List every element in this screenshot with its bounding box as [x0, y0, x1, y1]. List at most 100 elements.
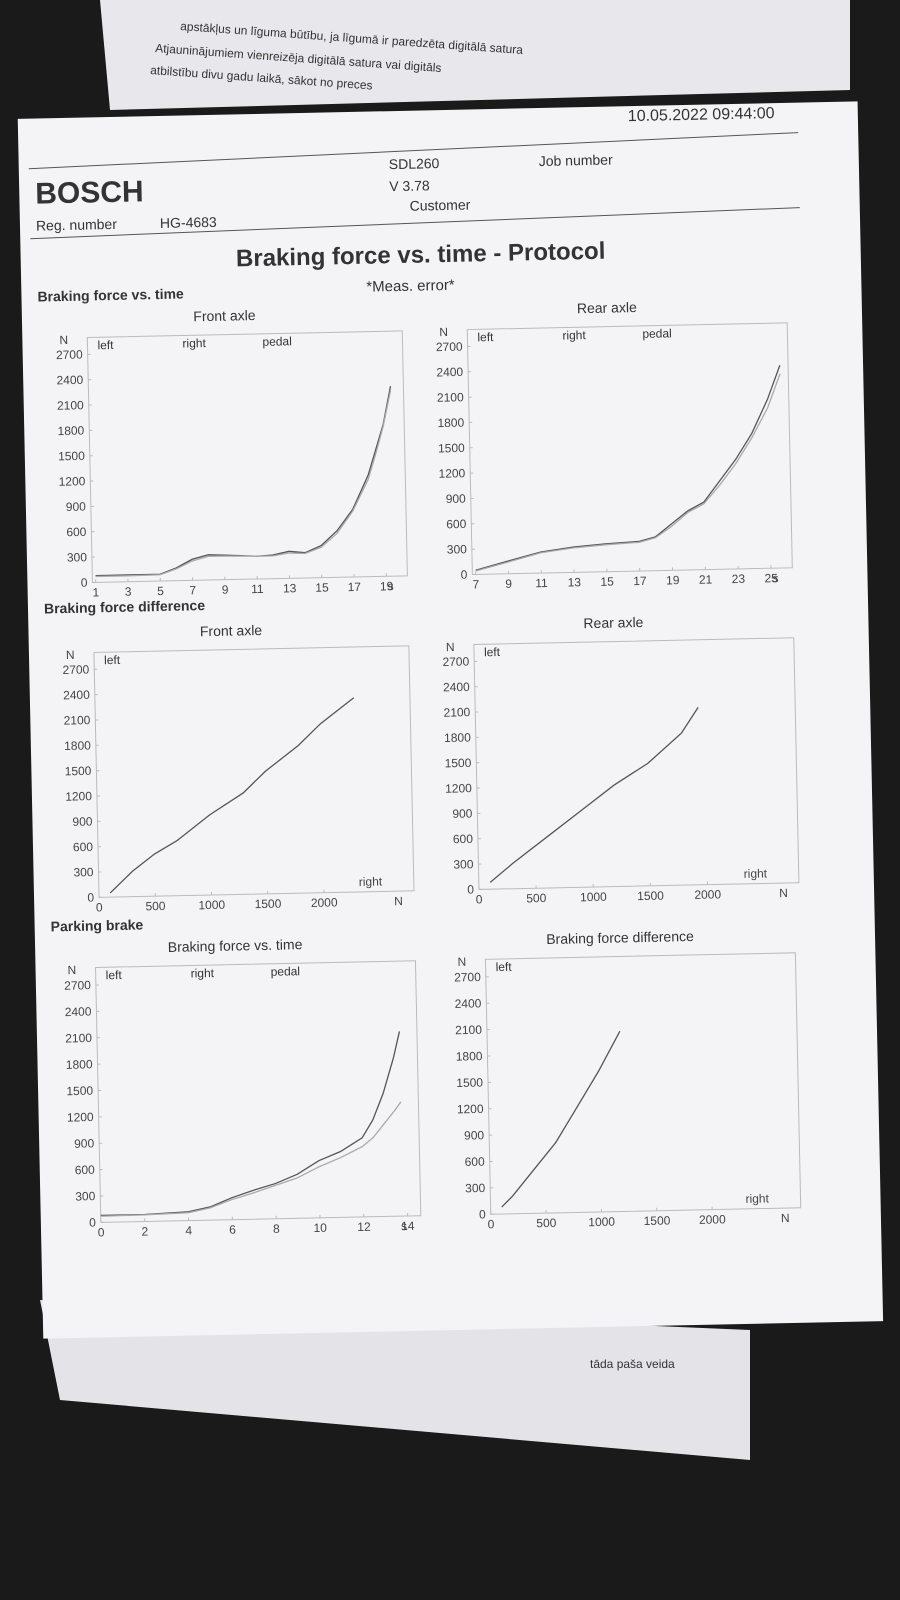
y-tick-label: 1200 — [67, 1110, 94, 1125]
back-text: tāda paša veida — [590, 1357, 675, 1371]
data-line — [95, 385, 392, 577]
y-tick-label: 300 — [447, 542, 468, 556]
legend-entry: right — [191, 966, 215, 980]
y-tick-label: 900 — [446, 492, 467, 506]
x-tick-label: 0 — [98, 1225, 105, 1239]
x-tick-label: 0 — [96, 900, 103, 914]
y-tick-label: 2100 — [443, 705, 470, 720]
y-tick-label: 2400 — [443, 680, 470, 695]
y-tick-label: 1200 — [65, 789, 92, 804]
y-tick-label: 300 — [75, 1189, 96, 1203]
x-tick-label: 15 — [600, 575, 614, 589]
y-tick-label: 2700 — [64, 978, 91, 993]
x-axis-label: s — [387, 579, 393, 593]
y-tick-label: 1200 — [457, 1102, 484, 1117]
y-tick-label: 1500 — [65, 764, 92, 779]
x-axis-label: s — [401, 1219, 407, 1233]
x-tick-label: 13 — [567, 575, 581, 589]
y-tick-label: 1800 — [456, 1049, 483, 1064]
y-tick-label: 1800 — [444, 730, 471, 745]
legend-entry: pedal — [271, 964, 301, 979]
plot-frame — [466, 322, 793, 576]
x-tick-label: 1500 — [637, 889, 664, 904]
y-tick-label: 0 — [479, 1207, 486, 1221]
x-tick-label: 17 — [633, 574, 647, 588]
y-tick-label: 600 — [66, 525, 87, 539]
y-tick-label: 1800 — [437, 416, 464, 431]
y-tick-label: 2700 — [442, 654, 469, 669]
y-tick-label: 2400 — [56, 373, 83, 388]
rule — [30, 207, 800, 240]
plot-frame — [95, 960, 422, 1223]
rule — [28, 132, 799, 170]
x-axis-label: s — [772, 571, 778, 585]
x-tick-label: 5 — [157, 584, 164, 598]
legend-entry: left — [495, 960, 512, 974]
legend-entry: left — [106, 968, 123, 982]
y-tick-label: 1200 — [58, 474, 85, 489]
y-tick-label: 1500 — [456, 1075, 483, 1090]
x-tick-label: 1000 — [580, 890, 607, 905]
x-tick-label: 1 — [92, 585, 99, 599]
lower-paper — [40, 1300, 750, 1460]
legend-entry: left — [477, 330, 494, 344]
data-line — [475, 373, 781, 572]
x-tick-label: 15 — [315, 581, 329, 595]
y-tick-label: 2700 — [62, 662, 89, 677]
y-tick-label: 600 — [465, 1155, 486, 1169]
x-axis-label: N — [394, 894, 403, 908]
data-line — [489, 707, 699, 883]
x-axis-title: right — [744, 866, 768, 880]
x-tick-label: 3 — [125, 585, 132, 599]
x-tick-label: 11 — [251, 582, 264, 596]
y-axis-label: N — [66, 648, 75, 662]
x-axis-label: N — [779, 886, 788, 900]
x-tick-label: 14 — [401, 1219, 415, 1233]
data-line — [109, 697, 355, 894]
chart-title: Rear axle — [577, 299, 637, 316]
y-tick-label: 1200 — [445, 781, 472, 796]
y-tick-label: 1500 — [438, 441, 465, 456]
x-tick-label: 500 — [526, 891, 547, 905]
y-tick-label: 1500 — [444, 756, 471, 771]
x-tick-label: 11 — [535, 576, 548, 590]
x-tick-label: 17 — [347, 580, 361, 594]
y-axis-label: N — [439, 325, 448, 339]
y-tick-label: 1800 — [66, 1057, 93, 1072]
x-tick-label: 0 — [487, 1217, 494, 1231]
y-tick-label: 600 — [75, 1163, 96, 1177]
x-tick-label: 12 — [357, 1220, 371, 1234]
plot-frame — [86, 330, 408, 583]
y-tick-label: 1500 — [58, 449, 85, 464]
x-axis-label: N — [781, 1211, 790, 1225]
x-tick-label: 0 — [476, 892, 483, 906]
x-tick-label: 1500 — [254, 897, 281, 912]
data-line — [501, 1030, 621, 1208]
legend-entry: left — [104, 653, 121, 667]
y-axis-label: N — [446, 640, 455, 654]
y-tick-label: 1500 — [66, 1084, 93, 1099]
back-paper — [100, 0, 850, 110]
x-axis-title: right — [745, 1191, 769, 1205]
y-tick-label: 300 — [453, 857, 474, 871]
x-tick-label: 19 — [666, 573, 680, 587]
device: SDL260 — [389, 155, 440, 172]
y-tick-label: 2700 — [56, 348, 83, 363]
y-tick-label: 300 — [67, 550, 88, 564]
y-tick-label: 2100 — [437, 390, 464, 405]
section-label: Parking brake — [50, 916, 143, 934]
legend-entry: pedal — [262, 334, 292, 349]
x-tick-label: 1000 — [198, 898, 225, 913]
chart-title: Front axle — [193, 307, 256, 324]
y-axis-label: N — [67, 963, 76, 977]
chart-title: Front axle — [200, 622, 263, 639]
x-tick-label: 21 — [699, 572, 713, 586]
x-tick-label: 500 — [145, 899, 166, 913]
chart-title: Braking force difference — [546, 928, 694, 947]
x-tick-label: 7 — [189, 583, 196, 597]
plot-frame — [484, 952, 802, 1215]
sheet — [17, 101, 884, 1339]
x-tick-label: 25 — [764, 571, 778, 585]
y-tick-label: 2100 — [63, 713, 90, 728]
